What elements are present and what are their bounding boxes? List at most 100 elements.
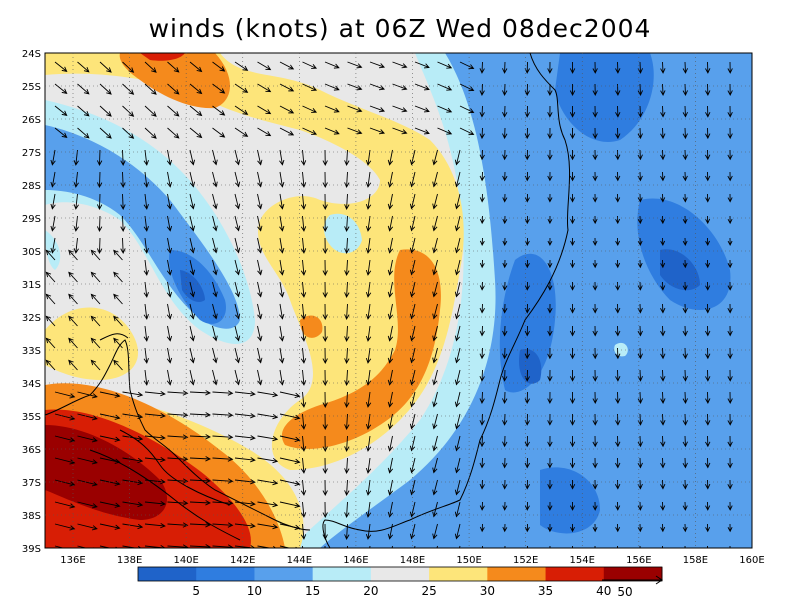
wind-arrow (166, 259, 173, 276)
wind-arrow (432, 281, 438, 298)
wind-arrow (662, 545, 664, 548)
wind-arrow (257, 369, 263, 386)
map-title: winds (knots) at 06Z Wed 08dec2004 (148, 14, 652, 43)
wind-arrow (524, 127, 530, 140)
wind-arrow (459, 61, 475, 70)
colorbar-swatch (370, 567, 430, 581)
wind-arrow (592, 215, 598, 225)
wind-arrow (637, 435, 643, 448)
wind-arrow (592, 171, 598, 182)
wind-arrow (143, 325, 149, 342)
wind-arrow (524, 523, 530, 533)
wind-arrow (387, 501, 394, 518)
wind-arrow (682, 303, 688, 314)
wind-arrow (682, 391, 688, 404)
lat-label: 36S (22, 445, 41, 456)
wind-arrow (682, 215, 688, 225)
wind-arrow (54, 83, 68, 95)
wind-arrow (257, 501, 279, 508)
wind-arrow (54, 105, 68, 117)
lon-label: 140E (173, 555, 198, 566)
wind-arrow (144, 500, 166, 507)
wind-arrow (96, 193, 103, 210)
wind-arrow (167, 434, 189, 440)
wind-arrow (660, 435, 666, 448)
wind-arrow (322, 259, 328, 276)
latitude-labels: 24S 25S 26S 27S 28S 29S 30S 31S 32S 33S 34S 35S 36S 3… (22, 49, 41, 555)
wind-arrow (257, 457, 279, 464)
lat-label: 32S (22, 313, 41, 324)
wind-arrow (324, 127, 340, 135)
wind-arrow (322, 303, 328, 320)
wind-arrow (99, 523, 121, 530)
wind-arrow (90, 359, 101, 371)
wind-arrow (660, 215, 666, 225)
reference-vector: 50 (602, 575, 663, 599)
wind-arrow (300, 347, 307, 364)
wind-arrow (322, 369, 328, 386)
wind-arrow (526, 545, 528, 548)
wind-arrow (547, 149, 553, 161)
wind-arrow (54, 391, 76, 399)
wind-arrow (234, 391, 256, 397)
wind-arrow (234, 83, 249, 93)
wind-arrow (479, 523, 485, 533)
wind-arrow (144, 105, 157, 117)
wind-arrow (143, 149, 149, 166)
wind-arrow (73, 215, 79, 232)
wind-arrow (73, 171, 79, 188)
wind-arrow (189, 193, 196, 210)
wind-arrow (615, 193, 621, 203)
wind-arrow (409, 369, 416, 386)
wind-arrow (234, 347, 241, 364)
wind-arrow (432, 479, 438, 496)
wind-arrow (212, 325, 218, 342)
wind-arrow (454, 501, 461, 518)
wind-arrow (167, 544, 189, 548)
colorbar-label: 35 (538, 584, 553, 598)
wind-arrow (727, 501, 733, 511)
longitude-labels: 136E 138E 140E 142E 144E 146E 148E 150E 152E 154E… (60, 555, 764, 566)
wind-arrow (300, 281, 307, 298)
colorbar-swatch (545, 567, 605, 581)
wind-arrow (481, 545, 483, 548)
wind-arrow (189, 215, 196, 232)
wind-arrow (45, 359, 56, 371)
wind-arrow (660, 149, 666, 161)
wind-arrow (300, 523, 307, 540)
wind-arrow (322, 435, 328, 452)
wind-arrow (279, 259, 285, 276)
wind-arrow (387, 479, 394, 496)
wind-arrow (324, 61, 340, 69)
wind-arrow (592, 435, 598, 448)
wind-arrow (547, 435, 553, 448)
wind-arrow (300, 457, 307, 474)
colorbar-label: 20 (363, 584, 378, 598)
wind-arrow (637, 501, 643, 511)
wind-arrow (344, 281, 350, 298)
wind-arrow (99, 501, 121, 508)
wind-arrow (189, 522, 211, 528)
wind-arrow (592, 347, 598, 360)
wind-arrow (570, 523, 575, 533)
wind-arrow (322, 391, 328, 408)
wind-arrow (387, 193, 394, 210)
wind-arrow (365, 149, 372, 166)
wind-arrow (660, 501, 666, 511)
wind-arrow (212, 522, 234, 528)
wind-arrow (365, 171, 372, 188)
wind-arrow (344, 325, 350, 342)
wind-arrow (727, 193, 733, 203)
wind-arrow (344, 215, 350, 232)
wind-arrow (502, 193, 508, 203)
wind-arrow (727, 259, 733, 269)
wind-arrow (167, 456, 189, 462)
wind-arrow (502, 237, 508, 246)
wind-arrow (432, 413, 438, 430)
wind-arrow (167, 412, 189, 418)
wind-arrow (547, 457, 553, 469)
wind-arrow (73, 237, 79, 254)
wind-arrow (365, 303, 372, 320)
wind-arrow (637, 347, 643, 360)
wind-arrow (257, 61, 272, 71)
